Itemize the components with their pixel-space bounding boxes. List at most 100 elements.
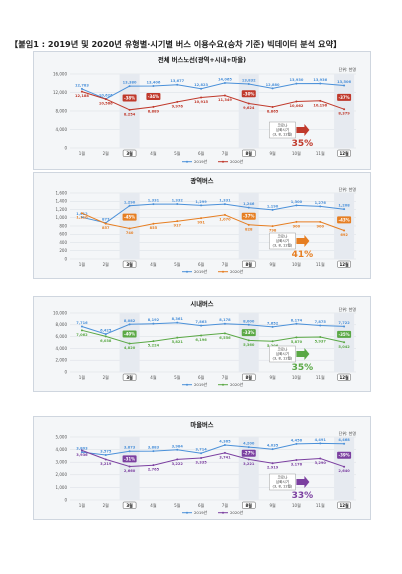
y-tick-label: 3,000	[56, 460, 68, 465]
change-badge-text: -35%	[338, 332, 349, 337]
x-tick-label: 7월	[222, 502, 229, 508]
highlight-band	[238, 193, 259, 259]
data-point	[247, 446, 250, 449]
data-point	[104, 222, 107, 225]
y-tick-label: 5,000	[56, 434, 68, 439]
data-point	[104, 453, 107, 456]
data-point	[176, 100, 179, 103]
data-label: 13,832	[242, 79, 256, 83]
x-tick-label: 5월	[174, 502, 181, 508]
x-tick-label: 5월	[174, 374, 181, 380]
data-label: 900	[293, 224, 301, 228]
data-label: 5,821	[172, 340, 184, 344]
change-badge	[337, 216, 352, 224]
data-label: 12,880	[266, 83, 280, 87]
x-tick-label: 6월	[198, 261, 205, 267]
data-point	[271, 208, 274, 211]
data-point	[271, 340, 274, 343]
data-label: 7,722	[338, 321, 350, 325]
data-point	[223, 444, 226, 447]
y-tick-label: 4,000	[56, 127, 68, 132]
data-label: 3,176	[291, 462, 303, 466]
highlight-month-box	[242, 260, 256, 268]
data-label: 1,110	[76, 216, 88, 220]
data-point	[152, 464, 155, 467]
highlight-month-box	[122, 373, 137, 381]
data-point	[80, 87, 83, 90]
data-label: 2,640	[338, 469, 350, 473]
callout-arrow	[296, 476, 310, 488]
data-label: 4,468	[338, 438, 350, 442]
data-label: 1,331	[148, 199, 160, 203]
data-point	[247, 458, 250, 461]
callout-value: 35%	[292, 139, 314, 149]
data-point	[200, 217, 203, 220]
legend-label: 2019년	[194, 382, 208, 387]
data-point	[295, 336, 298, 339]
x-tick-label: 1월	[79, 261, 86, 267]
data-point	[104, 333, 107, 336]
callout-box	[269, 473, 296, 491]
data-point	[200, 456, 203, 459]
highlight-month-box	[122, 501, 137, 509]
data-point	[319, 99, 322, 102]
data-label: 4,365	[219, 440, 231, 444]
x-tick-label: 10월	[292, 502, 301, 508]
callout-arrow	[296, 124, 310, 136]
data-label: 5,224	[148, 344, 160, 348]
x-tick-label: 4월	[150, 502, 157, 508]
data-label: 11,349	[218, 98, 232, 102]
x-tick-label: 9월	[269, 261, 276, 267]
y-tick-label: 8,000	[56, 322, 68, 327]
data-point	[223, 451, 226, 454]
unit-label: 단위: 천명	[339, 430, 357, 436]
change-badge	[122, 213, 137, 221]
legend-label: 2019년	[194, 510, 208, 515]
data-label: 7,875	[315, 320, 327, 324]
y-tick-label: 2,000	[56, 358, 68, 363]
data-label: 10,196	[313, 103, 327, 107]
data-label: 1,331	[219, 199, 231, 203]
data-point	[104, 458, 107, 461]
x-tick-label: 2월	[103, 502, 110, 508]
change-badge-text: -38%	[124, 95, 135, 100]
series-line-1	[81, 212, 345, 231]
legend-label: 2020년	[230, 159, 244, 164]
data-point	[200, 204, 203, 207]
x-tick-label: 2월	[103, 374, 110, 380]
change-badge	[146, 92, 161, 100]
x-tick-label: 5월	[174, 150, 181, 156]
y-tick-label: 400	[59, 240, 67, 245]
data-point	[223, 213, 226, 216]
y-tick-label: 10,000	[53, 310, 67, 315]
x-tick-label: 3월	[126, 502, 133, 508]
change-badge-text: -37%	[338, 95, 349, 100]
data-point	[247, 206, 250, 209]
data-point	[176, 83, 179, 86]
change-badge-text: -40%	[124, 331, 135, 336]
y-tick-label: 0	[64, 256, 67, 261]
x-tick-label: 11월	[316, 374, 325, 380]
y-tick-label: 2,000	[56, 472, 68, 477]
x-tick-label: 6월	[198, 502, 205, 508]
chart-panel-total: 전체 버스노선(광역+시내+마을) 단위: 천명 0 4,000 8,000 12,00…	[33, 51, 371, 170]
x-tick-label: 5월	[174, 261, 181, 267]
chart-panel-city: 시내버스 단위: 천명 0 2,000 4,000 6,000 8,000 10,000 1월…	[33, 296, 371, 392]
data-point	[223, 81, 226, 84]
data-point	[295, 204, 298, 207]
data-point	[152, 105, 155, 108]
data-label: 6,038	[100, 339, 112, 343]
data-point	[343, 108, 346, 111]
highlight-month-box	[337, 373, 351, 381]
data-point	[295, 322, 298, 325]
chart-total-svg: 단위: 천명 0 4,000 8,000 12,000 16,000 1월 2월 3월 4월 5월 6…	[53, 66, 356, 164]
data-label: 1,300	[291, 200, 303, 204]
series-line-0	[81, 203, 345, 224]
y-tick-label: 600	[59, 232, 67, 237]
series-line-1	[81, 91, 345, 111]
y-tick-label: 4,000	[56, 346, 68, 351]
data-point	[176, 448, 179, 451]
data-point	[343, 442, 346, 445]
data-point	[319, 220, 322, 223]
y-tick-label: 1,600	[56, 190, 68, 195]
